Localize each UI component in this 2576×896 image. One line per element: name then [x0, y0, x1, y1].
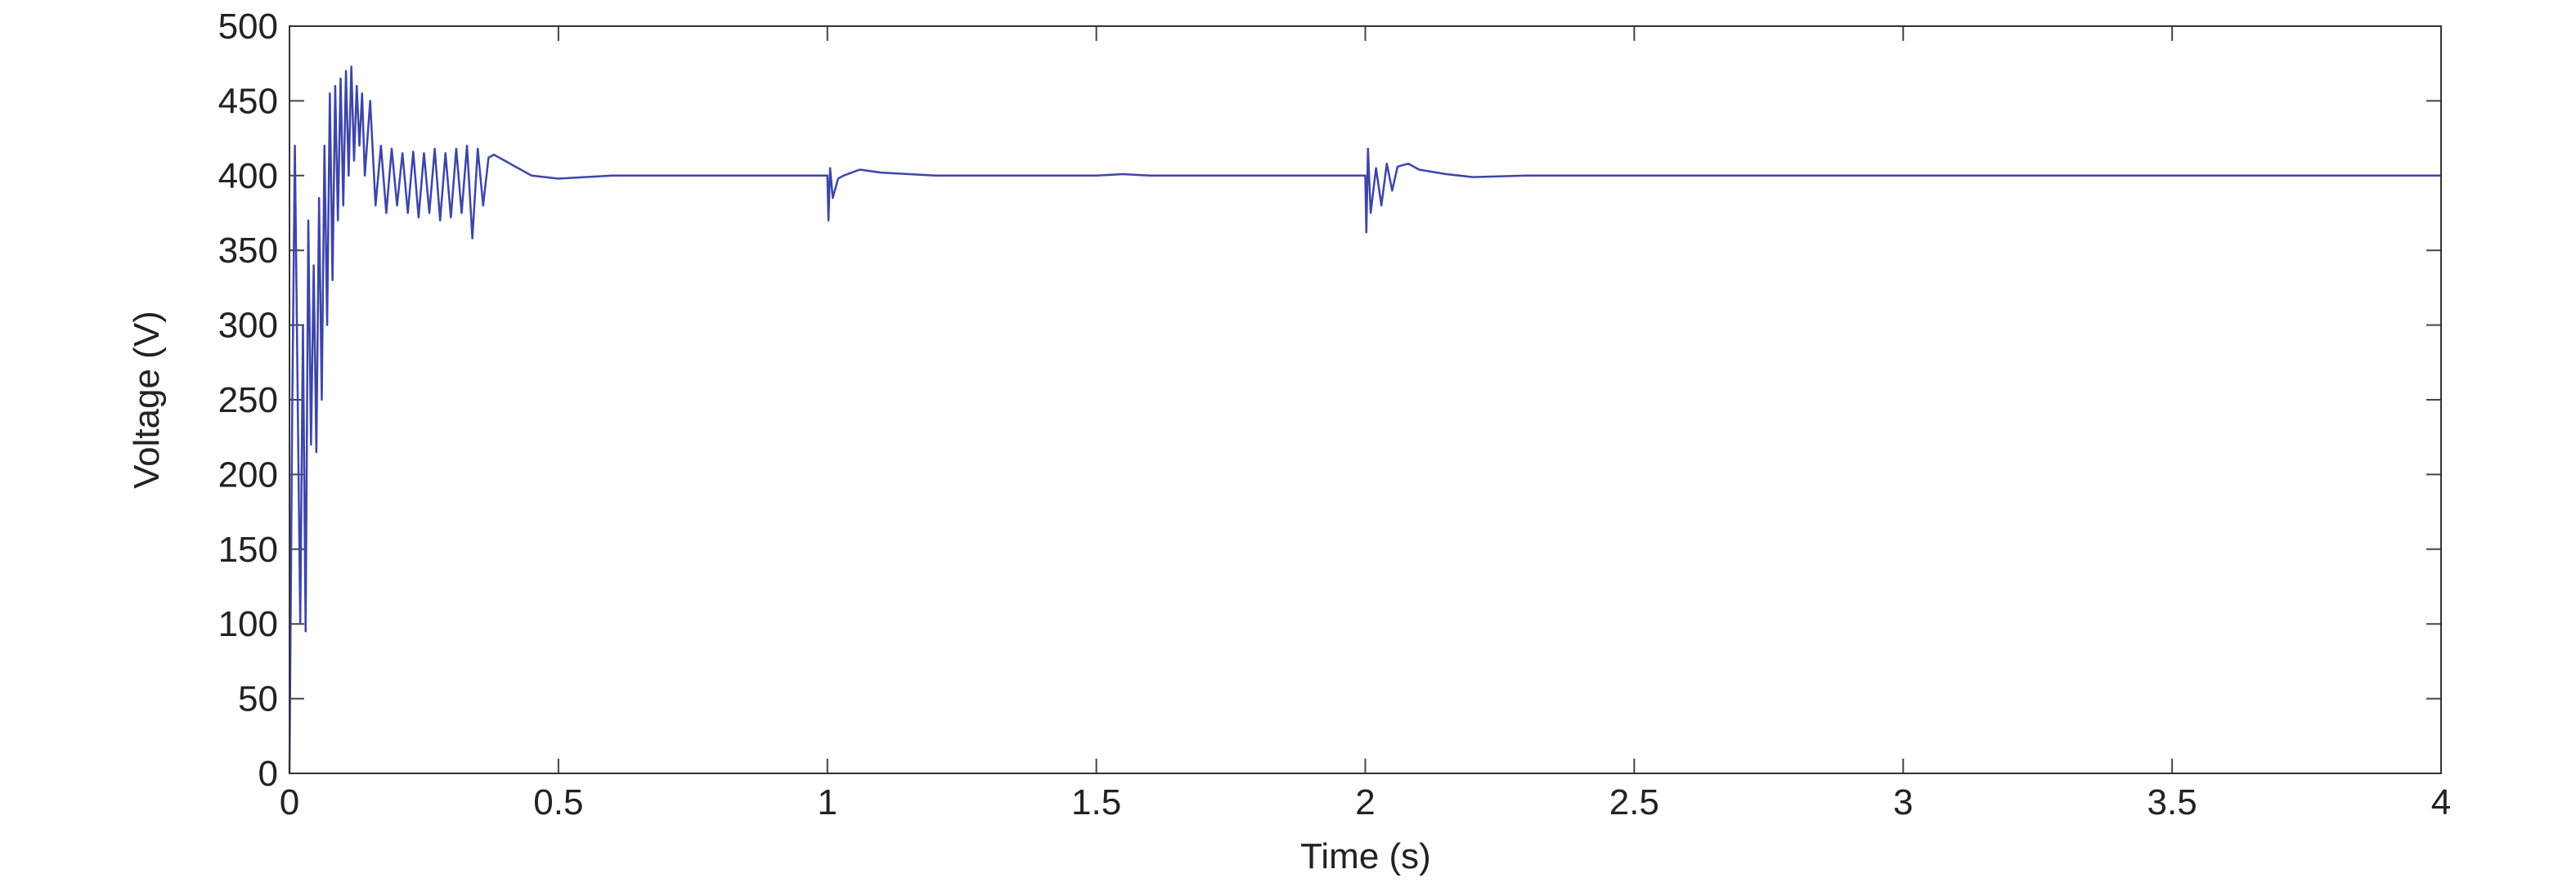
y-tick-label: 350 [218, 231, 278, 271]
y-axis-label: Voltage (V) [127, 311, 167, 489]
y-tick-label: 50 [238, 679, 278, 719]
y-tick-label: 300 [218, 306, 278, 346]
x-tick-label: 4 [2431, 782, 2451, 822]
y-tick-label: 0 [258, 754, 278, 794]
y-tick-label: 250 [218, 380, 278, 420]
voltage-line [288, 65, 2441, 774]
x-axis-label: Time (s) [1300, 836, 1431, 876]
x-tick-label: 2.5 [1609, 782, 1659, 822]
y-tick-label: 450 [218, 81, 278, 121]
y-tick-label: 500 [218, 7, 278, 47]
x-tick-label: 1 [818, 782, 837, 822]
x-tick-label: 3 [1893, 782, 1913, 822]
x-tick-label: 0 [280, 782, 299, 822]
x-tick-label: 1.5 [1071, 782, 1121, 822]
y-tick-label: 400 [218, 156, 278, 196]
plot-frame [289, 25, 2442, 774]
x-tick-label: 2 [1355, 782, 1375, 822]
x-tick-label: 3.5 [2147, 782, 2197, 822]
x-tick-label: 0.5 [533, 782, 583, 822]
y-tick-label: 200 [218, 455, 278, 495]
y-tick-label: 100 [218, 604, 278, 644]
y-tick-label: 150 [218, 530, 278, 570]
